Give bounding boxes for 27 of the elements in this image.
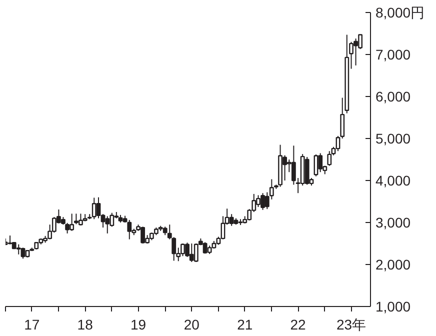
candlestick: [65, 222, 70, 234]
candlestick: [318, 152, 323, 173]
x-tick-label: 22: [290, 316, 306, 332]
candlestick: [92, 197, 96, 220]
y-tick-label: 6,000: [376, 88, 411, 104]
candlestick: [16, 244, 21, 255]
y-tick-label: 2,000: [376, 256, 411, 272]
candlestick: [304, 156, 310, 186]
y-tick-label: 7,000: [376, 46, 411, 62]
y-tick-label: 4,000: [376, 172, 411, 188]
candlestick: [96, 196, 101, 219]
y-tick-label: 1,000: [376, 298, 411, 314]
x-tick-label: 17: [24, 316, 40, 332]
candlestick: [105, 216, 110, 234]
y-tick-label: 8,000円: [376, 4, 425, 20]
x-tick-label: 20: [184, 316, 200, 332]
candlestick: [20, 247, 26, 260]
candlestick: [127, 219, 132, 240]
candlestick: [327, 150, 332, 166]
candlestick: [314, 154, 318, 177]
x-tick-label: 23年: [336, 316, 366, 332]
y-tick-label: 5,000: [376, 130, 411, 146]
x-tick-label: 18: [77, 316, 94, 332]
x-tick-label: 19: [130, 316, 146, 332]
y-tick-label: 3,000: [376, 214, 411, 230]
candlestick: [229, 214, 234, 226]
x-tick-label: 21: [237, 316, 253, 332]
